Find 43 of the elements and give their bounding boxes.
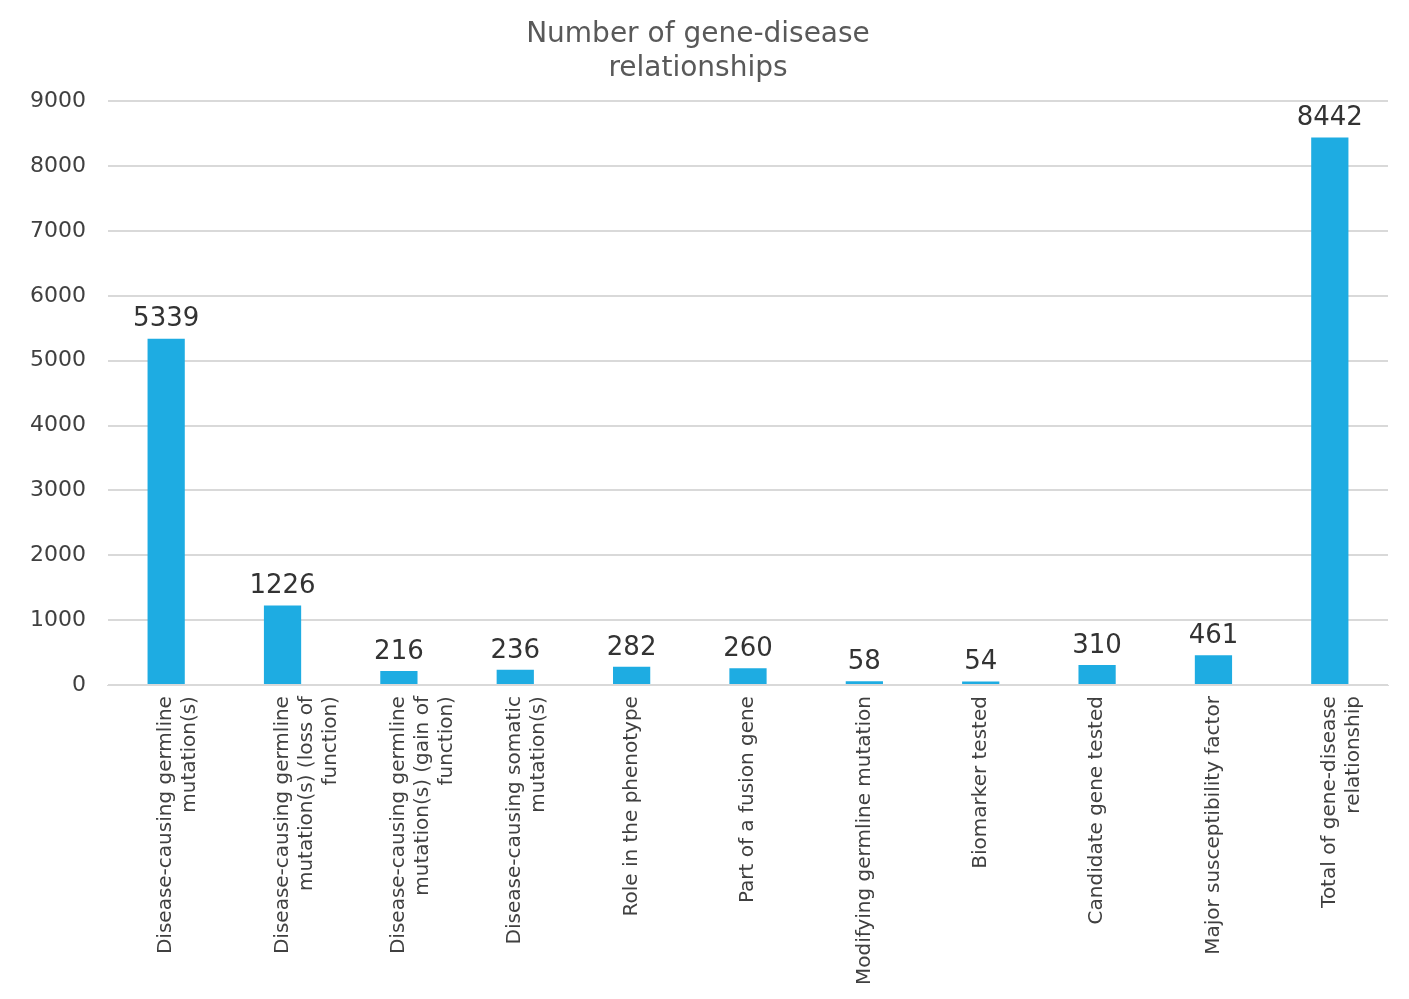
bar (613, 666, 651, 685)
bar (729, 668, 767, 685)
x-tick-label: Part of a fusion gene (734, 696, 759, 904)
x-tick-label: Major susceptibility factor (1199, 695, 1224, 955)
data-label: 1226 (249, 569, 316, 600)
bar (1194, 655, 1233, 685)
x-tick-label: Role in the phenotype (617, 696, 642, 917)
data-label: 282 (606, 630, 657, 661)
y-tick-label: 4000 (29, 411, 86, 437)
y-tick-label: 6000 (29, 281, 86, 307)
bar (147, 338, 185, 685)
y-tick-label: 7000 (29, 216, 86, 242)
data-label: 461 (1188, 618, 1239, 649)
x-tick-label: Total of gene-disease relationship (1316, 696, 1365, 909)
data-label: 236 (490, 633, 541, 664)
x-tick-label: Biomarker tested (966, 696, 991, 869)
bar (1078, 664, 1116, 685)
x-tick-label: Disease-causing germline mutation(s) (152, 696, 201, 955)
y-tick-label: 2000 (29, 541, 86, 567)
x-tick-label: Disease-causing somatic mutation(s) (501, 696, 550, 945)
x-tick-label: Disease-causing germline mutation(s) (gain of function) (385, 695, 458, 955)
data-label: 8442 (1296, 101, 1363, 132)
y-tick-label: 0 (71, 670, 86, 696)
bar (263, 605, 302, 685)
bar (496, 669, 534, 685)
data-label: 5339 (133, 302, 200, 333)
chart-title: Number of gene-disease relationships (526, 16, 870, 83)
y-tick-label: 9000 (29, 86, 86, 112)
x-tick-label: Modifying germline mutation (850, 696, 875, 986)
x-tick-label: Candidate gene tested (1083, 696, 1108, 925)
y-tick-label: 3000 (29, 476, 86, 502)
data-label: 58 (847, 645, 881, 676)
y-tick-label: 1000 (29, 605, 86, 631)
data-label: 260 (723, 631, 773, 662)
data-label: 310 (1072, 628, 1122, 659)
y-tick-label: 5000 (29, 346, 86, 372)
x-tick-label: Disease-causing germline mutation(s) (loss of function) (268, 695, 341, 955)
bar (1311, 137, 1349, 685)
data-label: 216 (374, 634, 424, 665)
bar (380, 671, 418, 685)
bar (845, 681, 883, 685)
data-label: 54 (964, 645, 998, 676)
y-tick-label: 8000 (29, 151, 86, 177)
